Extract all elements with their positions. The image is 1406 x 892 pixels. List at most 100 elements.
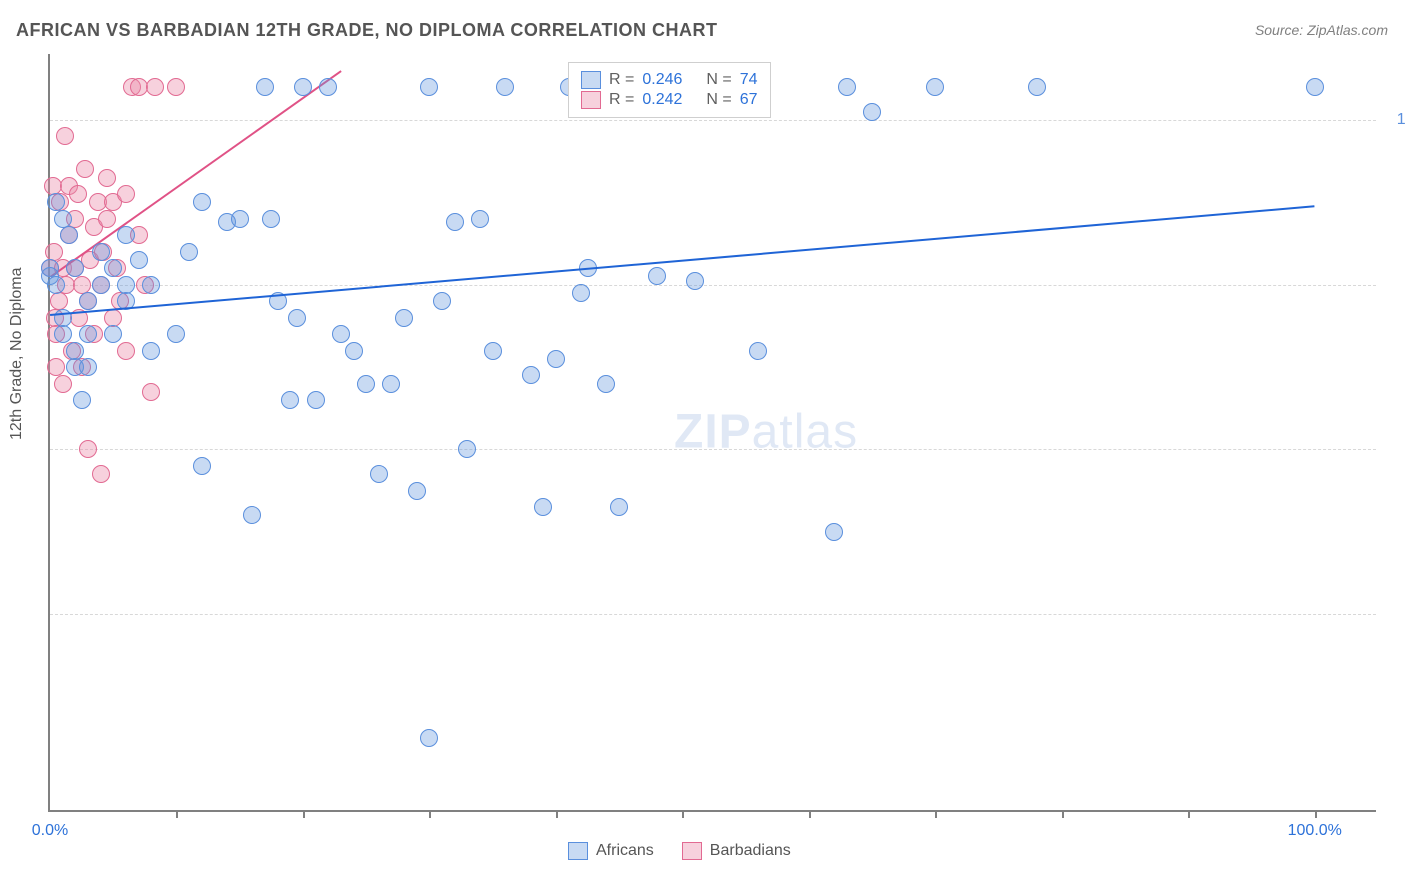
barbadians-point <box>45 243 63 261</box>
africans-point <box>496 78 514 96</box>
africans-point <box>262 210 280 228</box>
legend-swatch <box>682 842 702 860</box>
barbadians-point <box>104 309 122 327</box>
barbadians-point <box>98 210 116 228</box>
africans-point <box>572 284 590 302</box>
x-tick <box>809 810 811 818</box>
africans-point <box>749 342 767 360</box>
legend-swatch <box>581 71 601 89</box>
watermark-atlas: atlas <box>752 406 858 459</box>
africans-point <box>446 213 464 231</box>
watermark-zip: ZIP <box>674 406 752 459</box>
africans-point <box>60 226 78 244</box>
legend-label: Africans <box>596 842 654 860</box>
africans-point <box>547 350 565 368</box>
r-label: R = <box>609 71 634 89</box>
x-tick-label: 100.0% <box>1288 822 1342 840</box>
africans-point <box>307 391 325 409</box>
x-tick <box>935 810 937 818</box>
africans-point <box>420 78 438 96</box>
africans-point <box>193 457 211 475</box>
africans-point <box>395 309 413 327</box>
plot-area: ZIPatlas 70.0%80.0%90.0%100.0%0.0%100.0% <box>48 54 1376 812</box>
barbadians-point <box>167 78 185 96</box>
barbadians-point <box>76 160 94 178</box>
stats-legend-row: R =0.246N =74 <box>581 71 758 89</box>
africans-point <box>167 325 185 343</box>
africans-point <box>47 276 65 294</box>
gridline <box>50 449 1376 450</box>
africans-point <box>294 78 312 96</box>
stats-legend-row: R =0.242N =67 <box>581 91 758 109</box>
barbadians-point <box>117 185 135 203</box>
africans-point <box>92 243 110 261</box>
africans-point <box>838 78 856 96</box>
barbadians-point <box>73 276 91 294</box>
africans-point <box>863 103 881 121</box>
barbadians-point <box>142 383 160 401</box>
r-value: 0.242 <box>642 91 682 109</box>
legend-swatch <box>568 842 588 860</box>
africans-point <box>256 78 274 96</box>
barbadians-point <box>79 440 97 458</box>
n-value: 74 <box>740 71 758 89</box>
africans-point <box>231 210 249 228</box>
africans-point <box>522 366 540 384</box>
x-tick-label: 0.0% <box>32 822 68 840</box>
y-axis-label: 12th Grade, No Diploma <box>8 267 26 440</box>
africans-point <box>281 391 299 409</box>
gridline <box>50 285 1376 286</box>
africans-point <box>79 325 97 343</box>
barbadians-point <box>54 375 72 393</box>
africans-point <box>332 325 350 343</box>
africans-point <box>319 78 337 96</box>
x-tick <box>303 810 305 818</box>
africans-point <box>648 267 666 285</box>
series-legend: Africans Barbadians <box>568 842 791 860</box>
r-label: R = <box>609 91 634 109</box>
africans-point <box>142 342 160 360</box>
africans-point <box>142 276 160 294</box>
africans-point <box>484 342 502 360</box>
africans-point <box>180 243 198 261</box>
africans-point <box>117 226 135 244</box>
africans-point <box>420 729 438 747</box>
x-tick <box>176 810 178 818</box>
africans-point <box>357 375 375 393</box>
africans-point <box>534 498 552 516</box>
africans-point <box>79 358 97 376</box>
africans-point <box>926 78 944 96</box>
x-tick <box>556 810 558 818</box>
x-tick <box>1062 810 1064 818</box>
africans-point <box>54 325 72 343</box>
barbadians-point <box>56 127 74 145</box>
africans-point <box>54 210 72 228</box>
africans-point <box>1028 78 1046 96</box>
barbadians-point <box>92 465 110 483</box>
x-tick <box>1315 810 1317 818</box>
y-tick-label: 100.0% <box>1381 111 1406 129</box>
n-label: N = <box>706 91 731 109</box>
source-attribution: Source: ZipAtlas.com <box>1255 22 1388 38</box>
legend-item: Africans <box>568 842 654 860</box>
africans-point <box>130 251 148 269</box>
africans-point <box>66 342 84 360</box>
africans-point <box>345 342 363 360</box>
africans-point <box>66 259 84 277</box>
africans-point <box>433 292 451 310</box>
africans-point <box>79 292 97 310</box>
africans-point <box>597 375 615 393</box>
x-tick <box>1188 810 1190 818</box>
y-tick-label: 80.0% <box>1381 440 1406 458</box>
africans-point <box>686 272 704 290</box>
barbadians-point <box>44 177 62 195</box>
watermark: ZIPatlas <box>674 405 858 460</box>
gridline <box>50 120 1376 121</box>
y-tick-label: 70.0% <box>1381 605 1406 623</box>
x-tick <box>429 810 431 818</box>
barbadians-point <box>146 78 164 96</box>
legend-label: Barbadians <box>710 842 791 860</box>
barbadians-point <box>117 342 135 360</box>
chart-title: AFRICAN VS BARBADIAN 12TH GRADE, NO DIPL… <box>16 20 718 41</box>
africans-point <box>92 276 110 294</box>
